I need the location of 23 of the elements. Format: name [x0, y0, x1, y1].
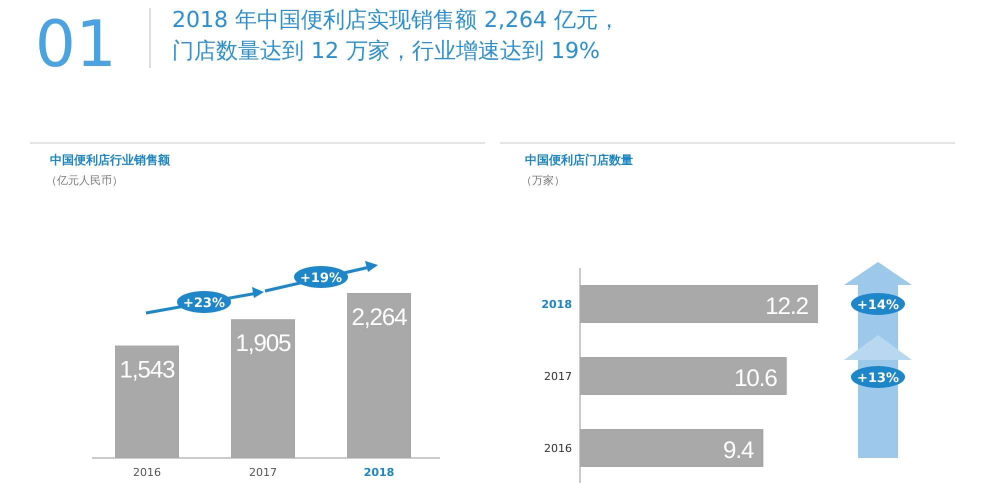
chart-subtitle: （亿元人民币） — [46, 174, 123, 187]
y-tick-label: 2016 — [544, 442, 572, 455]
text: +13% — [856, 371, 900, 386]
chart-title: 中国便利店行业销售额 — [50, 153, 171, 167]
y-tick-label: 2018 — [541, 298, 572, 311]
x-tick-label: 2018 — [364, 466, 394, 479]
text: +14% — [856, 298, 900, 313]
x-tick-label: 2017 — [249, 466, 277, 479]
y-tick-label: 2017 — [544, 370, 572, 383]
data-label: 1,905 — [235, 330, 292, 358]
text: 01 — [35, 8, 116, 82]
data-label: 10.6 — [734, 365, 778, 392]
data-label: 1,543 — [119, 356, 176, 384]
chart-subtitle: （万家） — [521, 174, 565, 187]
annotation: +23% — [182, 296, 226, 311]
data-label: 9.4 — [723, 437, 754, 464]
data-label: 12.2 — [765, 293, 809, 320]
text: 2018 年中国便利店实现销售额 2,264 亿元， — [172, 8, 620, 33]
x-tick-label: 2016 — [133, 466, 161, 479]
data-label: 2,264 — [351, 304, 408, 331]
chart-title: 中国便利店门店数量 — [525, 153, 633, 167]
text: 门店数量达到 12 万家，行业增速达到 19% — [172, 39, 600, 64]
text: +19% — [300, 271, 342, 286]
